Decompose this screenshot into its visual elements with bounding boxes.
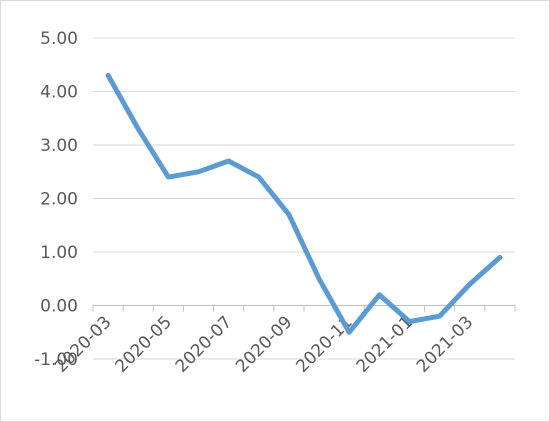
y-tick-label: 3.00 (40, 136, 78, 156)
y-tick-label: -1.00 (34, 350, 78, 370)
x-tick-label: 2020-07 (172, 312, 236, 376)
y-tick-label: 1.00 (40, 243, 78, 263)
series-line-0 (105, 72, 503, 335)
x-tick-label: 2020-09 (232, 312, 296, 376)
y-axis: 5.00 4.00 3.00 2.00 1.00 0.00 -1.00 (34, 29, 78, 370)
y-tick-label: 5.00 (40, 29, 78, 49)
x-tick-label: 2020-11 (292, 312, 356, 376)
series-layer (105, 72, 503, 335)
x-tick-label: 2020-03 (51, 312, 115, 376)
x-tick-label: 2021-03 (413, 312, 477, 376)
y-tick-label: 2.00 (40, 190, 78, 210)
y-tick-label: 4.00 (40, 83, 78, 103)
x-tick-label: 2020-05 (112, 312, 176, 376)
y-tick-label: 0.00 (40, 297, 78, 317)
